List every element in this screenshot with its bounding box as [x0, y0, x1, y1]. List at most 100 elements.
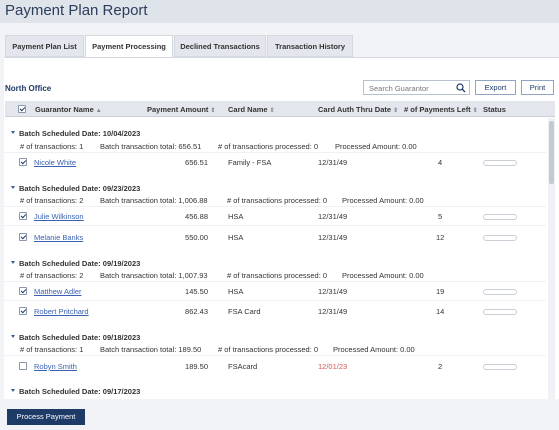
vertical-scrollbar[interactable] [548, 118, 555, 399]
title-bar: Payment Plan Report [0, 0, 559, 23]
row-divider [5, 355, 546, 356]
row-divider [5, 281, 546, 282]
row-divider [5, 225, 546, 226]
tab-declined-transactions[interactable]: Declined Transactions [174, 35, 266, 57]
batch-processed-amount: Processed Amount: 0.00 [333, 345, 415, 354]
select-all-checkbox[interactable] [18, 105, 26, 113]
status-bar [483, 309, 517, 315]
card-auth-thru-date: 12/01/23 [318, 362, 348, 371]
collapse-caret-icon[interactable] [11, 261, 15, 264]
payment-amount: 656.51 [185, 158, 208, 167]
batch-processed-amount: Processed Amount: 0.00 [342, 271, 424, 280]
column-card-auth-thru-date[interactable]: Card Auth Thru Date ⇕ [318, 105, 399, 114]
search-input[interactable]: Search Guarantor [363, 80, 470, 95]
table-header: Guarantor Name ▲ Payment Amount ⇕ Card Nam… [5, 101, 555, 117]
sort-asc-icon: ▲ [95, 108, 102, 114]
search-placeholder: Search Guarantor [369, 84, 429, 93]
batch-header: Batch Scheduled Date: 09/17/2023 [19, 387, 141, 396]
batch-header: Batch Scheduled Date: 09/18/2023 [19, 333, 141, 342]
card-name: FSAcard [228, 362, 258, 371]
row-checkbox[interactable] [19, 212, 27, 220]
guarantor-link[interactable]: Robert Pritchard [34, 307, 89, 316]
payments-left: 14 [436, 307, 445, 316]
collapse-caret-icon[interactable] [11, 335, 15, 338]
row-checkbox[interactable] [19, 233, 27, 241]
status-bar [483, 214, 517, 220]
tab-transaction-history[interactable]: Transaction History [267, 35, 353, 57]
card-name: HSA [228, 212, 244, 221]
card-auth-thru-date: 12/31/49 [318, 307, 348, 316]
guarantor-link[interactable]: Melanie Banks [34, 233, 84, 242]
guarantor-link[interactable]: Nicole White [34, 158, 77, 167]
payments-left: 4 [438, 158, 443, 167]
batch-processed-amount: Processed Amount: 0.00 [342, 196, 424, 205]
tab-payment-processing[interactable]: Payment Processing [85, 35, 173, 58]
column-card-name[interactable]: Card Name ⇕ [228, 105, 275, 114]
payment-amount: 456.88 [185, 212, 208, 221]
payment-amount: 550.00 [185, 233, 208, 242]
payment-amount: 862.43 [185, 307, 208, 316]
export-button[interactable]: Export [475, 80, 516, 95]
collapse-caret-icon[interactable] [11, 131, 15, 134]
row-divider [5, 206, 546, 207]
row-checkbox[interactable] [19, 158, 27, 166]
batch-transaction-count: # of transactions: 2 [20, 271, 84, 280]
card-name: FSA Card [228, 307, 261, 316]
row-checkbox[interactable] [19, 307, 27, 315]
batch-header: Batch Scheduled Date: 09/23/2023 [19, 184, 141, 193]
payments-left: 12 [436, 233, 445, 242]
sort-icon: ⇕ [472, 108, 478, 114]
card-name: HSA [228, 287, 244, 296]
column-payment-amount[interactable]: Payment Amount ⇕ [147, 105, 216, 114]
collapse-caret-icon[interactable] [11, 389, 15, 392]
row-divider [5, 152, 546, 153]
card-auth-thru-date: 12/31/49 [318, 233, 348, 242]
batch-transaction-count: # of transactions: 2 [20, 196, 84, 205]
guarantor-link[interactable]: Robyn Smith [34, 362, 77, 371]
payment-amount: 145.50 [185, 287, 208, 296]
batch-header: Batch Scheduled Date: 09/19/2023 [19, 259, 141, 268]
status-bar [483, 235, 517, 241]
print-button[interactable]: Print [521, 80, 554, 95]
tab-payment-plan-list[interactable]: Payment Plan List [5, 35, 84, 57]
card-auth-thru-date: 12/31/49 [318, 158, 348, 167]
payments-left: 5 [438, 212, 443, 221]
card-auth-thru-date: 12/31/49 [318, 287, 348, 296]
sort-icon: ⇕ [393, 108, 399, 114]
office-name: North Office [5, 84, 52, 93]
column-guarantor-name[interactable]: Guarantor Name ▲ [35, 105, 102, 114]
batch-transaction-count: # of transactions: 1 [20, 142, 84, 151]
batch-processed-amount: Processed Amount: 0.00 [335, 142, 417, 151]
batch-transaction-total: Batch transaction total: 1,006.88 [100, 196, 208, 205]
status-bar [483, 160, 517, 166]
guarantor-link[interactable]: Julie Wilkinson [34, 212, 84, 221]
page-title: Payment Plan Report [5, 2, 148, 19]
row-checkbox[interactable] [19, 287, 27, 295]
batch-transaction-total: Batch transaction total: 189.50 [100, 345, 202, 354]
batch-transactions-processed: # of transactions processed: 0 [227, 196, 328, 205]
guarantor-link[interactable]: Matthew Adler [34, 287, 82, 296]
search-icon[interactable] [456, 83, 466, 93]
payments-left: 2 [438, 362, 443, 371]
batch-transaction-total: Batch transaction total: 1,007.93 [100, 271, 208, 280]
footer-bar [0, 400, 559, 430]
batch-transaction-total: Batch transaction total: 656.51 [100, 142, 202, 151]
collapse-caret-icon[interactable] [11, 186, 15, 189]
column-payments-left[interactable]: # of Payments Left ⇕ [404, 105, 478, 114]
sort-icon: ⇕ [269, 108, 275, 114]
payments-left: 19 [436, 287, 445, 296]
column-status[interactable]: Status [483, 105, 506, 114]
batch-transactions-processed: # of transactions processed: 0 [218, 345, 319, 354]
payment-amount: 189.50 [185, 362, 208, 371]
batch-transactions-processed: # of transactions processed: 0 [218, 142, 319, 151]
batch-transaction-count: # of transactions: 1 [20, 345, 84, 354]
row-divider [5, 300, 546, 301]
card-name: Family - FSA [228, 158, 272, 167]
card-name: HSA [228, 233, 244, 242]
row-checkbox[interactable] [19, 362, 27, 370]
batch-transactions-processed: # of transactions processed: 0 [227, 271, 328, 280]
process-payment-button[interactable]: Process Payment [7, 409, 85, 425]
scrollbar-thumb[interactable] [549, 121, 554, 184]
sort-icon: ⇕ [210, 108, 216, 114]
status-bar [483, 364, 517, 370]
